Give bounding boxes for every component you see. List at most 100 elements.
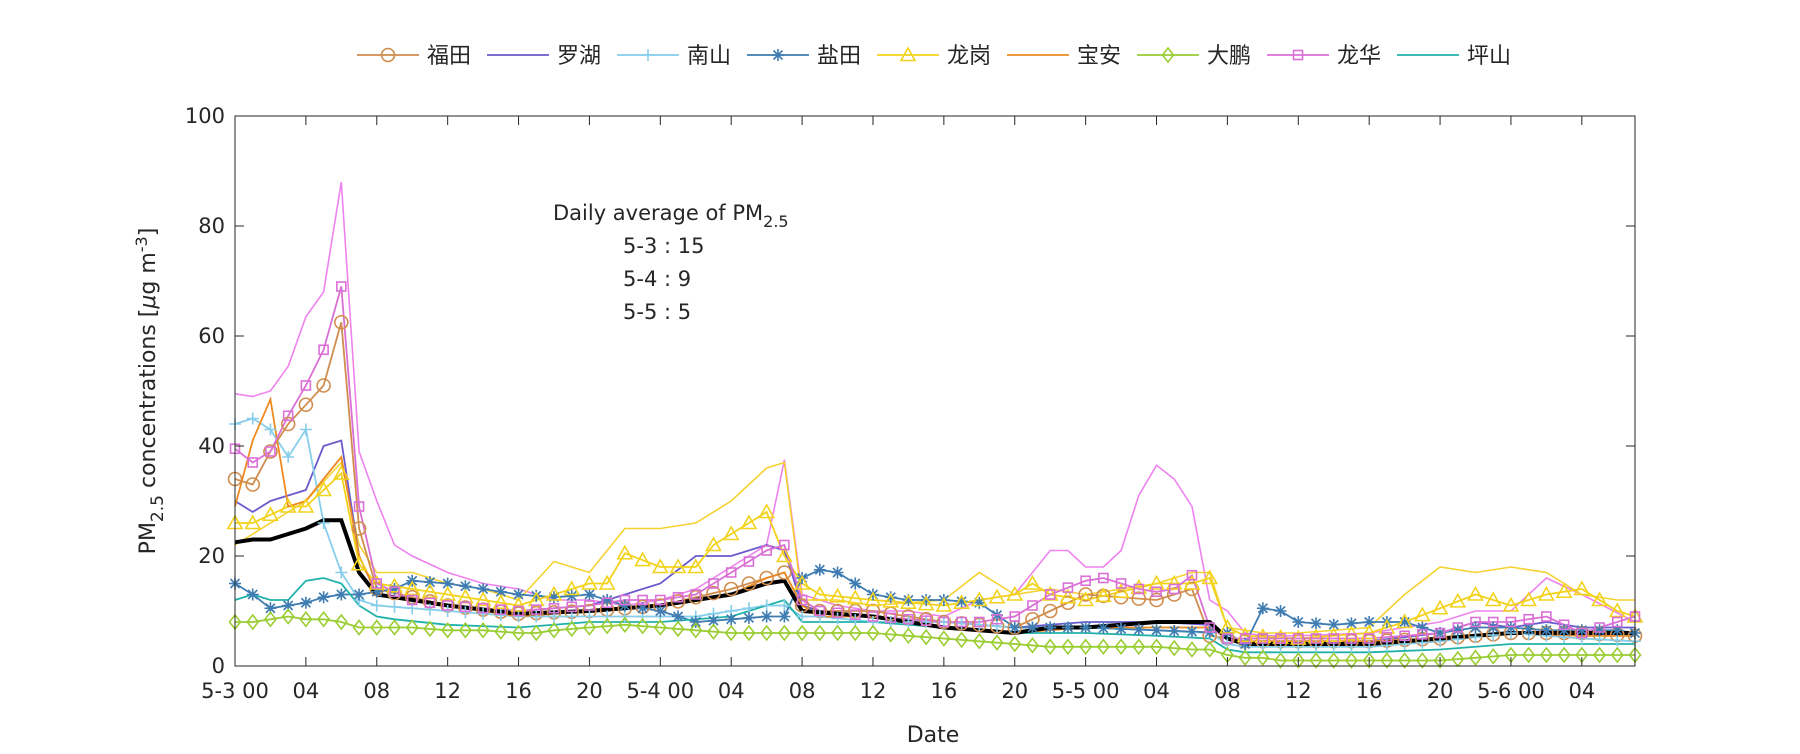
series-marker-4 [1591, 591, 1608, 607]
series-marker-6 [1025, 637, 1039, 654]
series-marker-3 [1274, 605, 1287, 617]
series-marker-6 [1610, 646, 1624, 664]
x-tick-label: 04 [718, 679, 745, 703]
series-marker-4 [935, 596, 953, 612]
series-marker-3 [601, 594, 614, 606]
series-marker-4 [1094, 587, 1112, 603]
series-marker-7 [1576, 627, 1588, 639]
series-marker-2 [459, 606, 472, 619]
series-marker-3 [441, 577, 454, 590]
series-marker-4 [1484, 591, 1502, 607]
series-marker-6 [512, 624, 526, 642]
series-marker-4 [1413, 606, 1431, 622]
series-marker-7 [247, 457, 259, 468]
series-marker-3 [1434, 627, 1447, 639]
series-marker-7 [1417, 629, 1428, 640]
series-marker-6 [1114, 638, 1128, 656]
series-marker-7 [991, 613, 1003, 625]
series-marker-4 [882, 592, 900, 608]
series-marker-4 [917, 595, 935, 611]
series-marker-7 [1328, 633, 1340, 644]
annotation: Daily average of PM2.5 5-3 : 15 5-4 : 9 … [553, 201, 789, 324]
series-marker-0 [1166, 587, 1182, 602]
legend-marker [642, 49, 654, 61]
series-marker-0 [723, 581, 739, 597]
series-marker-3 [335, 588, 348, 601]
series-marker-6 [441, 621, 455, 639]
series-marker-0 [351, 521, 367, 536]
series-marker-6 [937, 630, 951, 647]
series-marker-3 [477, 583, 490, 595]
series-marker-6 [405, 619, 419, 636]
series-marker-6 [1203, 641, 1217, 658]
series-marker-0 [936, 614, 952, 630]
series-marker-4 [793, 574, 811, 590]
series-marker-0 [759, 570, 774, 586]
series-marker-3 [955, 595, 968, 608]
series-marker-6 [1043, 638, 1057, 656]
series-marker-3 [760, 610, 773, 623]
series-marker-6 [1362, 652, 1376, 669]
series-marker-7 [371, 578, 383, 589]
series-marker-6 [1238, 649, 1252, 667]
plot-area [234, 115, 1636, 667]
series-marker-7 [672, 591, 684, 603]
series-marker-6 [618, 616, 632, 634]
series-marker-3 [512, 588, 525, 601]
series-marker-7 [1558, 619, 1570, 631]
series-marker-7 [1310, 633, 1322, 644]
series-marker-0 [316, 378, 331, 393]
series-marker-6 [742, 624, 756, 642]
series-marker-3 [1451, 624, 1464, 637]
series-marker-2 [565, 610, 578, 623]
series-marker-3 [494, 585, 507, 598]
series-marker-6 [281, 608, 295, 625]
series-marker-2 [778, 599, 791, 612]
series-marker-7 [1080, 575, 1091, 587]
series-marker-6 [671, 620, 685, 638]
series-marker-4 [510, 596, 527, 612]
series-marker-4 [634, 551, 651, 567]
x-tick-label: 20 [1427, 679, 1454, 703]
series-marker-6 [387, 619, 402, 636]
series-marker-4 [687, 558, 705, 574]
x-tick-label: 16 [505, 679, 532, 703]
y-tick-label: 60 [198, 324, 225, 348]
x-tick-label: 08 [1214, 679, 1241, 703]
series-marker-4 [1041, 585, 1059, 601]
series-marker-6 [1468, 649, 1483, 667]
series-marker-4 [368, 574, 386, 590]
series-marker-6 [1132, 638, 1146, 656]
series-marker-4 [651, 558, 669, 574]
series-marker-4 [1077, 591, 1094, 607]
series-marker-4 [1289, 629, 1307, 645]
series-marker-6 [795, 624, 809, 642]
series-marker-7 [637, 594, 648, 606]
series-marker-4 [900, 594, 917, 610]
series-marker-6 [246, 613, 260, 631]
series-marker-4 [811, 585, 829, 601]
legend-label: 南山 [687, 44, 731, 69]
series-marker-7 [318, 344, 329, 356]
series-marker-3 [1132, 623, 1145, 636]
x-tick-label: 20 [1001, 679, 1028, 703]
series-marker-7 [1381, 631, 1393, 643]
x-tick-label: 08 [789, 679, 816, 703]
annotation-title: Daily average of PM2.5 [553, 201, 789, 231]
series-marker-3 [778, 610, 791, 623]
series-marker-3 [1079, 621, 1092, 634]
legend-label: 福田 [427, 44, 471, 69]
series-marker-6 [1344, 652, 1358, 669]
series-marker-7 [903, 613, 914, 625]
series-marker-3 [831, 566, 844, 579]
series-marker-4 [474, 591, 492, 607]
series-marker-4 [1555, 583, 1573, 599]
series-marker-3 [370, 585, 383, 598]
series-marker-4 [297, 497, 315, 513]
series-marker-4 [598, 574, 616, 590]
series-marker-0 [263, 444, 278, 459]
series-marker-7 [1133, 583, 1145, 595]
series-marker-7 [849, 609, 861, 620]
series-marker-4 [581, 574, 598, 590]
x-tick-label: 12 [434, 679, 461, 703]
